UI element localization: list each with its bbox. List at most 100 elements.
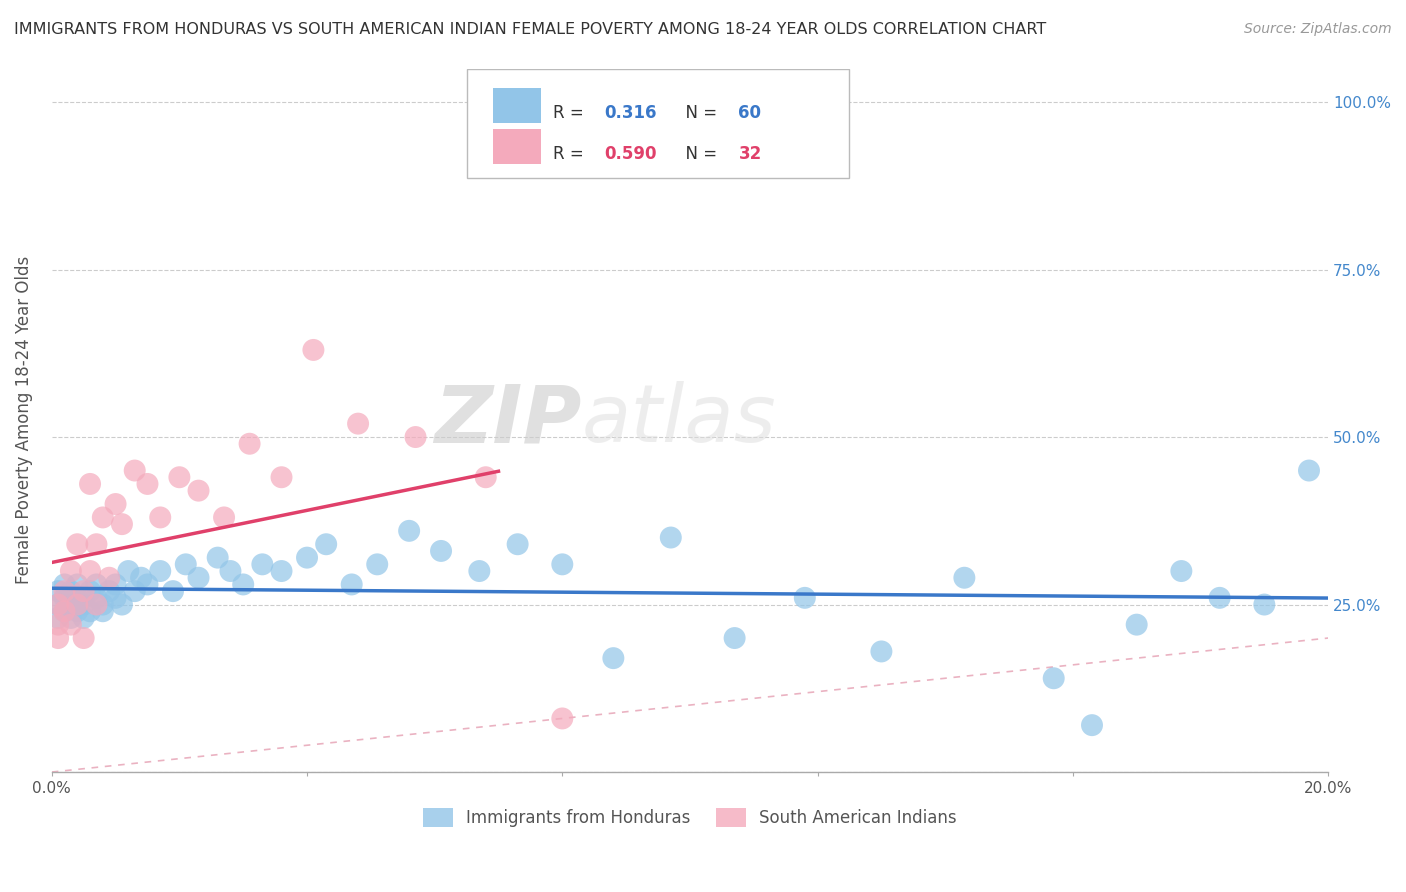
Point	[474, 470, 496, 484]
Text: IMMIGRANTS FROM HONDURAS VS SOUTH AMERICAN INDIAN FEMALE POVERTY AMONG 18-24 YEA: IMMIGRANTS FROM HONDURAS VS SOUTH AMERIC…	[14, 22, 1046, 37]
Point	[551, 558, 574, 572]
Point	[169, 470, 191, 484]
Text: R =: R =	[554, 145, 589, 162]
Point	[46, 611, 69, 625]
Point	[46, 631, 69, 645]
Point	[73, 611, 96, 625]
Point	[66, 577, 89, 591]
Text: R =: R =	[554, 103, 589, 122]
Point	[111, 598, 134, 612]
Legend: Immigrants from Honduras, South American Indians: Immigrants from Honduras, South American…	[416, 802, 963, 834]
Point	[53, 577, 76, 591]
Point	[659, 531, 682, 545]
Point	[340, 577, 363, 591]
Point	[1208, 591, 1230, 605]
Point	[59, 564, 82, 578]
Point	[347, 417, 370, 431]
Point	[91, 598, 114, 612]
Point	[86, 577, 108, 591]
Point	[232, 577, 254, 591]
Point	[506, 537, 529, 551]
Point	[46, 617, 69, 632]
Point	[66, 604, 89, 618]
Point	[1081, 718, 1104, 732]
Point	[124, 464, 146, 478]
Point	[53, 604, 76, 618]
FancyBboxPatch shape	[467, 69, 849, 178]
Point	[59, 617, 82, 632]
Point	[73, 598, 96, 612]
Point	[1253, 598, 1275, 612]
Point	[86, 591, 108, 605]
Point	[104, 577, 127, 591]
Point	[46, 584, 69, 599]
Point	[98, 571, 121, 585]
Point	[86, 537, 108, 551]
Point	[46, 598, 69, 612]
Point	[239, 436, 262, 450]
Point	[1298, 464, 1320, 478]
Point	[162, 584, 184, 599]
Text: Source: ZipAtlas.com: Source: ZipAtlas.com	[1244, 22, 1392, 37]
Point	[129, 571, 152, 585]
Point	[366, 558, 388, 572]
Point	[79, 477, 101, 491]
Y-axis label: Female Poverty Among 18-24 Year Olds: Female Poverty Among 18-24 Year Olds	[15, 256, 32, 584]
Point	[187, 571, 209, 585]
Text: ZIP: ZIP	[434, 381, 582, 459]
FancyBboxPatch shape	[494, 88, 540, 123]
Point	[149, 564, 172, 578]
Point	[124, 584, 146, 599]
Text: 60: 60	[738, 103, 762, 122]
Point	[46, 598, 69, 612]
Point	[73, 591, 96, 605]
Point	[66, 537, 89, 551]
Point	[1170, 564, 1192, 578]
Point	[295, 550, 318, 565]
Point	[219, 564, 242, 578]
Point	[91, 510, 114, 524]
Point	[104, 591, 127, 605]
Point	[66, 591, 89, 605]
Point	[149, 510, 172, 524]
Point	[602, 651, 624, 665]
Point	[79, 604, 101, 618]
Point	[91, 604, 114, 618]
Point	[270, 564, 292, 578]
Point	[1125, 617, 1147, 632]
Text: N =: N =	[675, 103, 723, 122]
Point	[53, 591, 76, 605]
Point	[870, 644, 893, 658]
Point	[117, 564, 139, 578]
Text: atlas: atlas	[582, 381, 776, 459]
Point	[104, 497, 127, 511]
Text: N =: N =	[675, 145, 723, 162]
Text: 0.590: 0.590	[605, 145, 657, 162]
Point	[53, 584, 76, 599]
Point	[953, 571, 976, 585]
Point	[793, 591, 815, 605]
Point	[59, 611, 82, 625]
FancyBboxPatch shape	[494, 129, 540, 164]
Point	[174, 558, 197, 572]
Point	[405, 430, 427, 444]
Text: 32: 32	[738, 145, 762, 162]
Point	[302, 343, 325, 357]
Point	[59, 598, 82, 612]
Point	[73, 584, 96, 599]
Point	[398, 524, 420, 538]
Point	[315, 537, 337, 551]
Point	[252, 558, 274, 572]
Point	[468, 564, 491, 578]
Point	[136, 577, 159, 591]
Point	[207, 550, 229, 565]
Point	[59, 584, 82, 599]
Text: 0.316: 0.316	[605, 103, 657, 122]
Point	[270, 470, 292, 484]
Point	[66, 598, 89, 612]
Point	[212, 510, 235, 524]
Point	[136, 477, 159, 491]
Point	[73, 631, 96, 645]
Point	[79, 584, 101, 599]
Point	[430, 544, 453, 558]
